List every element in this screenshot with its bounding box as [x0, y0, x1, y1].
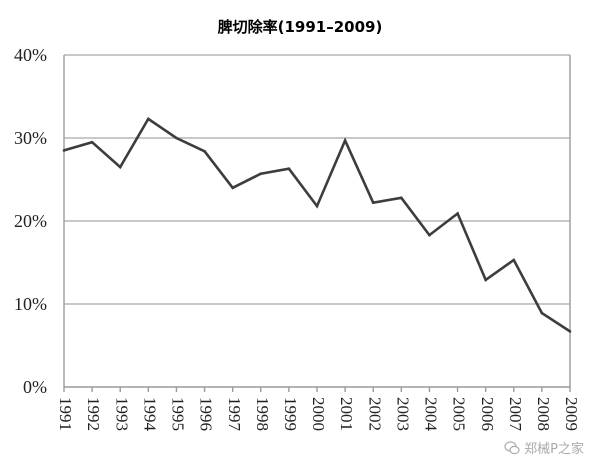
x-tick-label: 2001 — [337, 397, 356, 431]
data-point — [287, 167, 291, 171]
data-point — [118, 165, 122, 169]
y-tick-label: 20% — [14, 211, 47, 231]
data-point — [400, 196, 403, 200]
data-point — [147, 117, 150, 121]
watermark-text: 郑械P之家 — [524, 442, 584, 457]
x-tick-label: 1996 — [197, 397, 216, 431]
x-tick-label: 1992 — [84, 397, 103, 431]
x-tick-label: 1995 — [169, 397, 188, 431]
data-point — [315, 204, 319, 208]
series-line — [63, 117, 571, 333]
x-tick-label: 2005 — [450, 397, 469, 431]
data-points — [62, 117, 572, 333]
data-point — [371, 201, 375, 205]
data-point — [512, 258, 516, 262]
data-point — [343, 139, 347, 142]
y-tick-label: 40% — [14, 45, 47, 65]
data-point — [90, 140, 94, 144]
data-point — [428, 233, 431, 237]
x-tick-label: 1994 — [140, 397, 159, 432]
y-tick-labels: 0% 10% 20% 30% 40% — [14, 45, 47, 397]
y-tick-label: 10% — [14, 294, 47, 314]
x-tick-label: 2006 — [478, 397, 497, 431]
x-tick-label: 2002 — [365, 397, 384, 431]
x-tick-label: 1997 — [225, 397, 244, 432]
x-tick-label: 1999 — [281, 397, 300, 431]
x-tick-label: 2000 — [309, 397, 328, 431]
x-tick-label: 1993 — [112, 397, 131, 431]
x-tick-label: 2009 — [562, 397, 581, 431]
x-tick-label: 2003 — [393, 397, 412, 431]
data-point — [484, 278, 487, 282]
data-point — [62, 149, 66, 152]
wechat-logo-icon — [504, 440, 520, 454]
y-tick-label: 0% — [23, 377, 47, 397]
x-tick-label: 2008 — [534, 397, 553, 431]
chart-title: 脾切除率(1991–2009) — [218, 18, 383, 36]
axes — [63, 55, 571, 392]
x-tick-label: 1991 — [56, 397, 75, 431]
watermark: 郑械P之家 — [504, 438, 584, 457]
gridlines — [64, 54, 570, 305]
x-tick-labels: 1991 1992 1993 1994 1995 1996 1997 1998 1999 2000… — [56, 397, 581, 432]
series-group — [63, 117, 571, 333]
x-tick-label: 1998 — [253, 397, 272, 431]
y-tick-label: 30% — [14, 128, 47, 148]
x-tick-label: 2007 — [506, 397, 525, 432]
data-point — [231, 186, 234, 190]
data-point — [259, 172, 263, 175]
x-tick-label: 2004 — [422, 397, 441, 432]
data-point — [456, 212, 459, 215]
data-point — [203, 149, 206, 153]
data-point — [175, 136, 178, 140]
data-point — [568, 330, 572, 333]
data-point — [540, 311, 544, 315]
